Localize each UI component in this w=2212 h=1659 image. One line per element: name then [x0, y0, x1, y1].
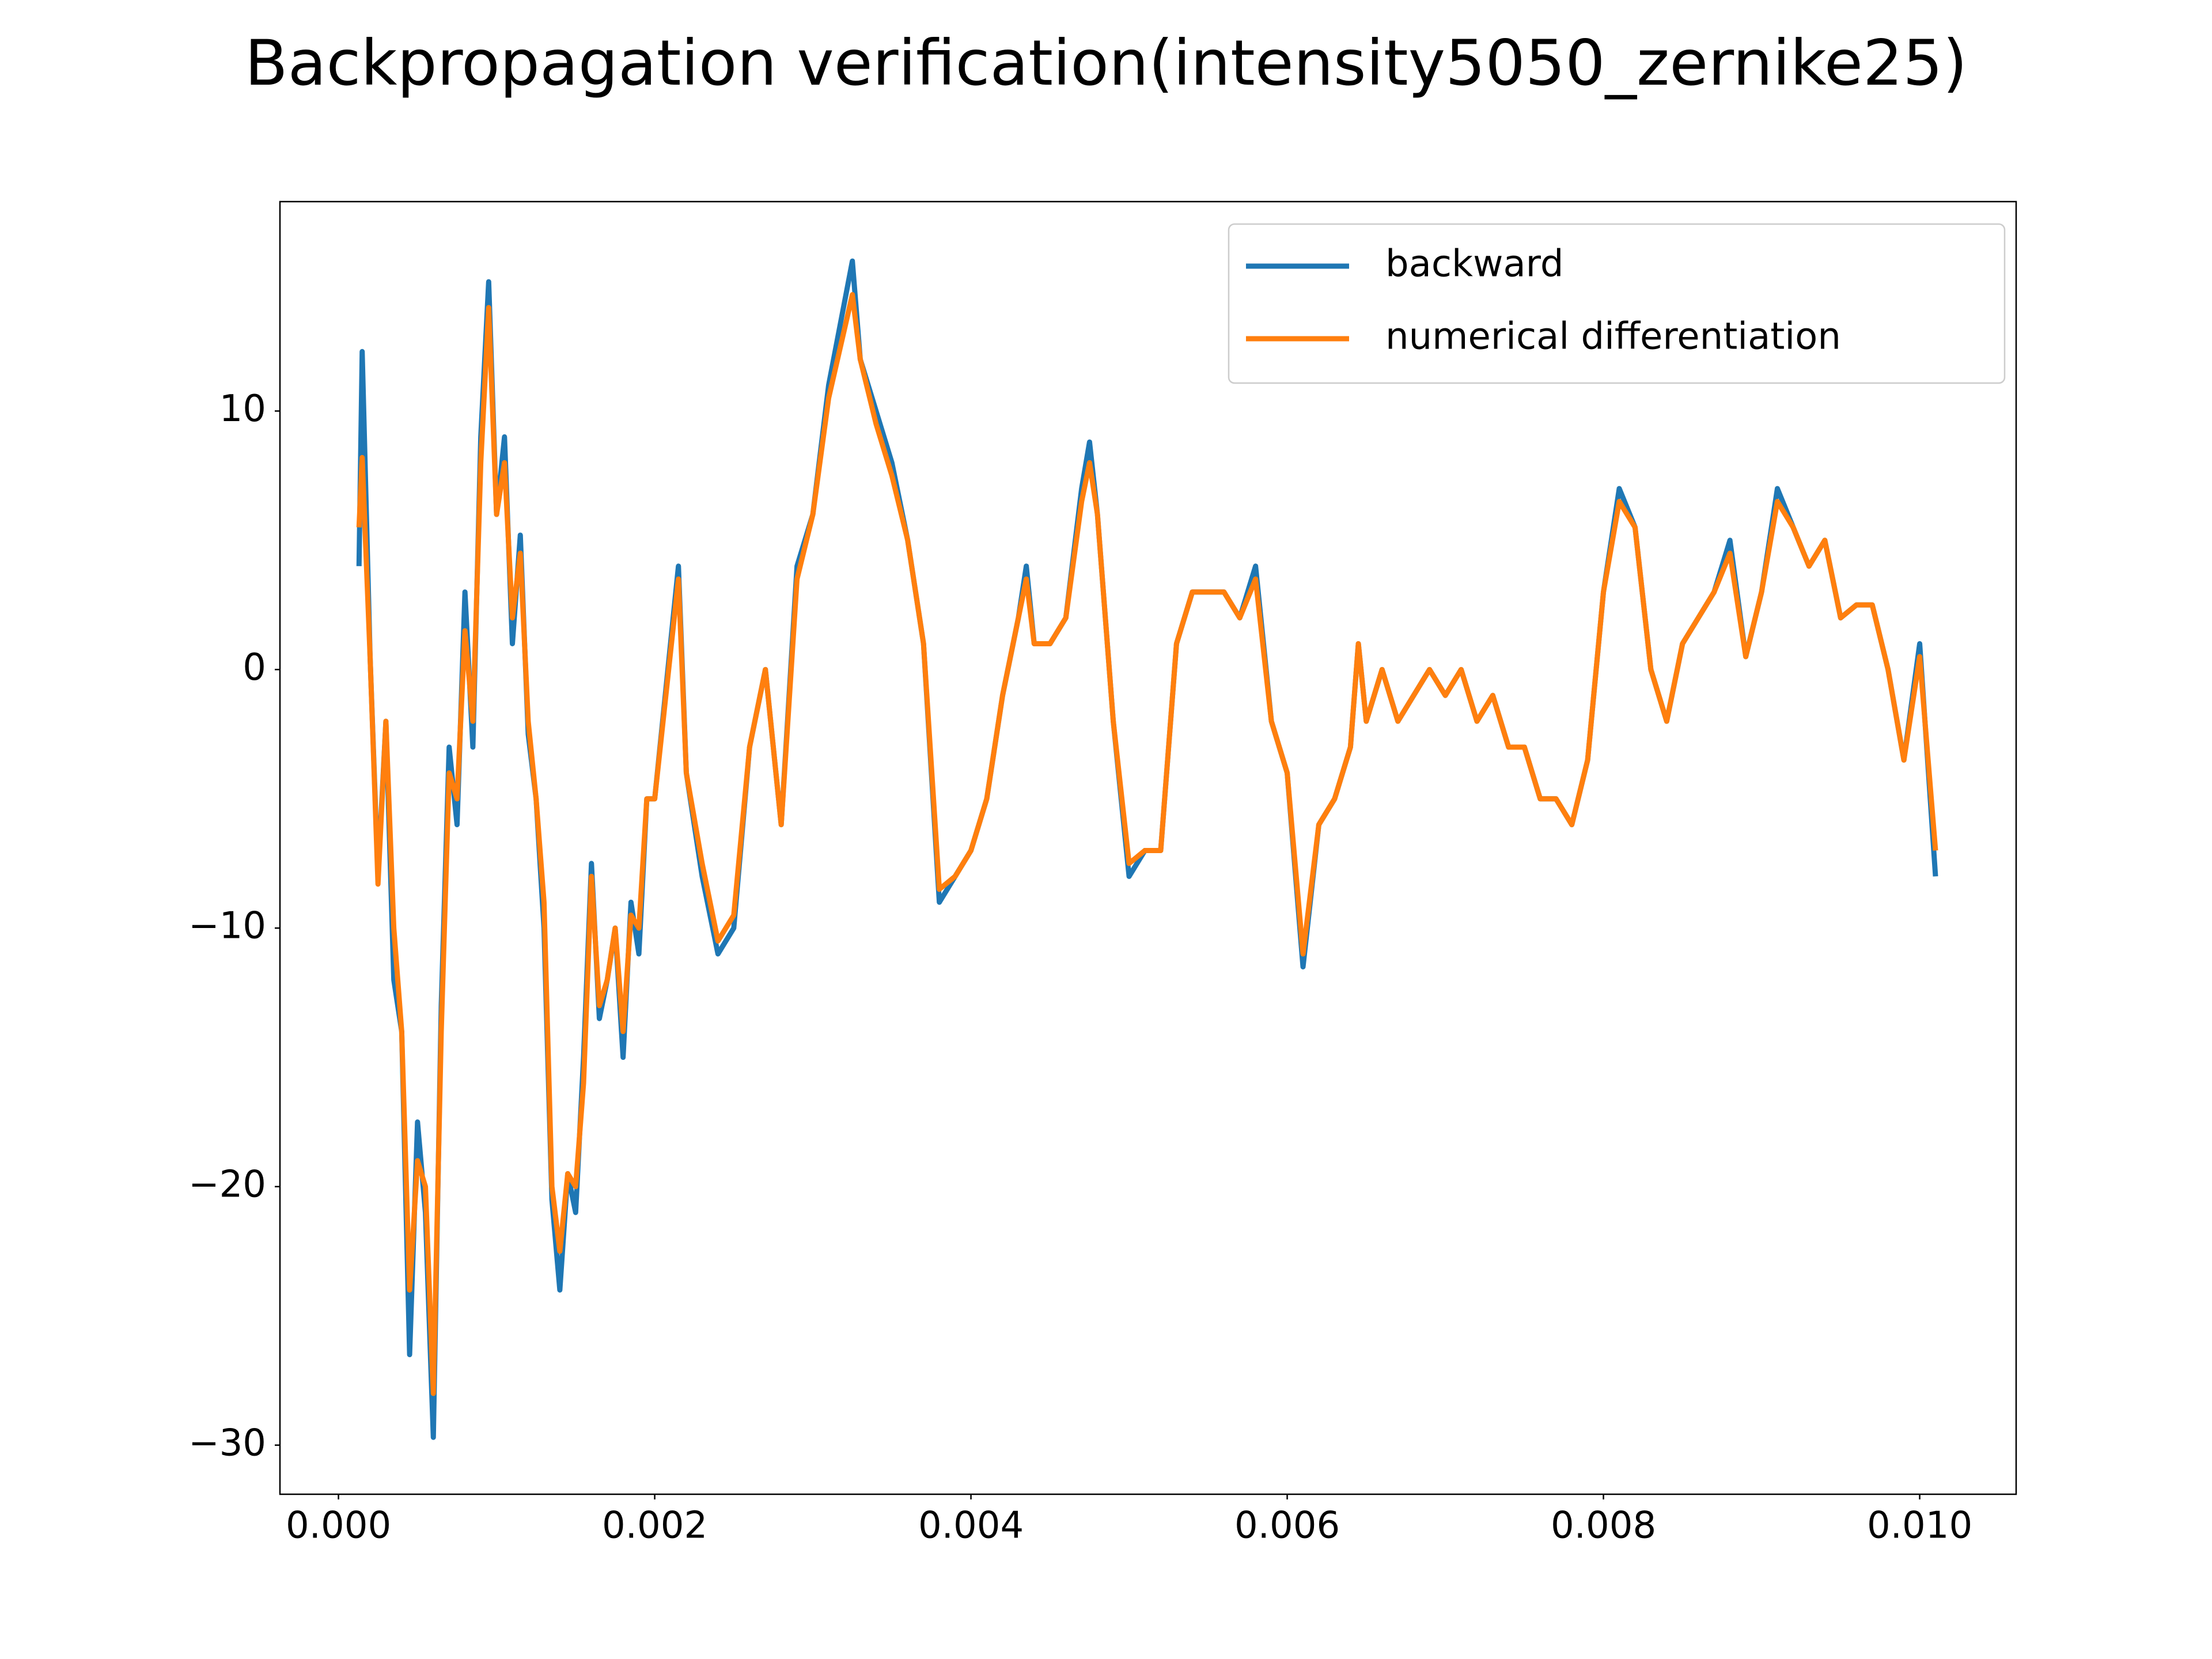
series-line	[356, 292, 1938, 1396]
y-tick-label: 10	[219, 388, 266, 430]
x-tick-label: 0.010	[1867, 1505, 1972, 1547]
y-tick-label: −30	[188, 1422, 266, 1464]
y-tick-label: −20	[188, 1164, 266, 1206]
legend-label: backward	[1385, 243, 1563, 286]
x-tick-label: 0.006	[1234, 1505, 1340, 1547]
chart-title: Backpropagation verification(intensity50…	[245, 26, 1967, 100]
y-tick-label: 0	[243, 646, 266, 689]
legend-box	[1228, 223, 2006, 384]
plot-frame	[279, 200, 2017, 1495]
x-tick-label: 0.004	[918, 1505, 1024, 1547]
legend: backward numerical differentiation	[1228, 223, 2006, 384]
x-tick-label: 0.008	[1551, 1505, 1656, 1547]
y-tick-label: −10	[188, 905, 266, 948]
legend-label: numerical differentiation	[1385, 316, 1841, 358]
x-tick-label: 0.000	[286, 1505, 391, 1547]
x-tick-label: 0.002	[602, 1505, 707, 1547]
